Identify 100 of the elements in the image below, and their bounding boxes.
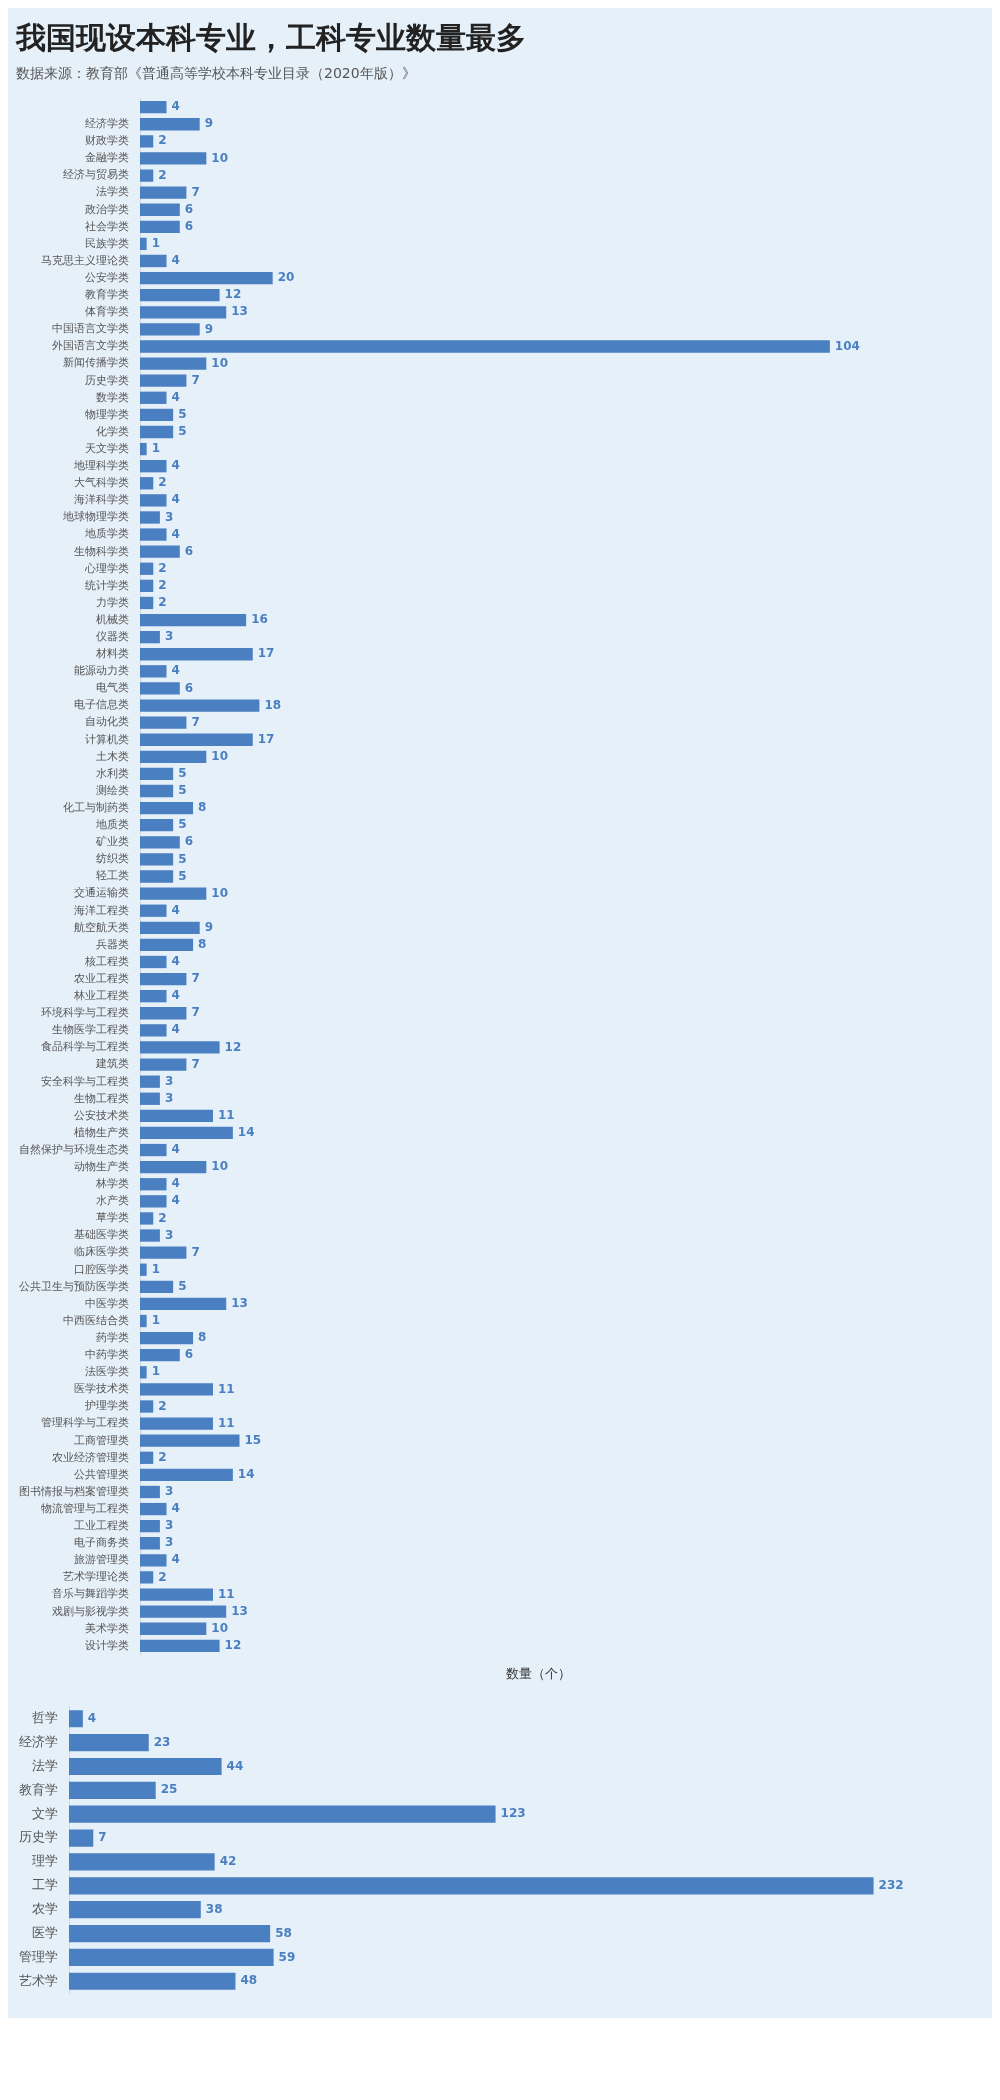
data-label: 1 (151, 441, 160, 456)
y-tick-label: 管理学 (19, 1948, 58, 1964)
data-label: 11 (217, 1107, 235, 1122)
data-label: 17 (257, 646, 275, 661)
bar (140, 511, 160, 524)
data-label: 7 (191, 372, 200, 387)
bar (140, 1434, 240, 1447)
y-tick-label: 经济学 (19, 1733, 58, 1749)
data-label: 6 (184, 834, 194, 849)
y-tick-label: 植物生产类 (74, 1125, 129, 1139)
bar (140, 1571, 154, 1584)
bar (140, 801, 194, 815)
x-axis-title: 数量（个） (505, 1665, 571, 1681)
bar (69, 1901, 201, 1919)
data-label: 4 (171, 458, 180, 473)
y-tick-label: 统计学类 (85, 578, 129, 592)
data-label: 10 (211, 885, 229, 900)
y-tick-label: 核工程类 (84, 954, 129, 968)
data-label: 23 (153, 1734, 171, 1749)
y-tick-label: 艺术学 (19, 1972, 58, 1988)
data-label: 4 (171, 1501, 180, 1516)
bar (140, 1383, 213, 1396)
bar (69, 1948, 274, 1966)
bar (140, 169, 154, 182)
bar (140, 1622, 207, 1635)
data-label: 4 (171, 954, 180, 969)
bar (140, 1349, 180, 1362)
bar (140, 528, 167, 541)
bar (140, 1502, 167, 1516)
bar (69, 1877, 874, 1895)
bar (140, 870, 174, 883)
data-label: 58 (275, 1925, 292, 1940)
bar (140, 1468, 233, 1482)
y-tick-label: 农学 (32, 1901, 58, 1917)
data-label: 4 (171, 253, 180, 268)
y-tick-label: 计算机类 (85, 732, 129, 746)
data-label: 4 (171, 1193, 180, 1208)
bar (140, 1537, 160, 1550)
bar (140, 374, 187, 387)
data-label: 12 (224, 1039, 242, 1054)
y-tick-label: 工商管理类 (74, 1433, 129, 1447)
bar (140, 460, 167, 473)
data-label: 3 (164, 1090, 174, 1105)
data-label: 6 (184, 543, 194, 558)
y-tick-label: 文学 (32, 1805, 58, 1821)
y-tick-label: 教育学类 (85, 288, 129, 302)
bar (140, 357, 207, 370)
y-tick-label: 数学类 (96, 390, 129, 404)
bar (140, 1331, 194, 1345)
data-label: 7 (191, 1005, 200, 1020)
bar (140, 1024, 167, 1037)
y-tick-label: 机械类 (96, 612, 129, 626)
bar (140, 1263, 147, 1276)
y-tick-label: 中医学类 (85, 1296, 129, 1310)
y-tick-label: 心理学类 (84, 561, 129, 575)
y-tick-label: 经济学类 (85, 117, 129, 131)
y-tick-label: 能源动力类 (74, 664, 129, 678)
y-tick-label: 物理学类 (85, 407, 129, 421)
y-tick-label: 药学类 (96, 1330, 129, 1344)
data-label: 6 (184, 218, 194, 233)
data-label: 12 (224, 1637, 242, 1652)
data-label: 12 (224, 287, 242, 302)
bar (140, 1417, 213, 1430)
y-tick-label: 新闻传播学类 (63, 356, 129, 370)
data-label: 10 (211, 748, 229, 763)
data-label: 7 (191, 714, 200, 729)
data-label: 4 (171, 526, 180, 541)
bar (140, 716, 187, 729)
bar (140, 562, 154, 575)
data-label: 3 (164, 1535, 174, 1550)
bar (140, 254, 167, 268)
y-tick-label: 外国语言文学类 (52, 339, 129, 353)
bar (140, 340, 830, 353)
bar (140, 784, 174, 798)
bar (140, 391, 167, 404)
chart-title: 我国现设本科专业，工科专业数量最多 (16, 19, 527, 57)
data-label: 8 (198, 1330, 207, 1345)
data-label: 5 (178, 868, 187, 883)
y-tick-label: 中药学类 (85, 1348, 129, 1362)
data-label: 2 (158, 1210, 167, 1225)
bar (140, 1109, 213, 1123)
bar (140, 613, 247, 627)
data-label: 2 (158, 475, 167, 490)
data-label: 5 (178, 851, 187, 866)
data-label: 10 (211, 1159, 229, 1174)
bar (140, 648, 253, 661)
bar (140, 1588, 213, 1601)
bar (140, 699, 260, 712)
data-label: 10 (211, 1620, 229, 1635)
y-tick-label: 公共管理类 (74, 1467, 129, 1481)
y-tick-label: 经济与贸易类 (63, 168, 129, 182)
bar (140, 1639, 220, 1653)
bar (140, 665, 167, 678)
bar (69, 1805, 496, 1823)
y-tick-label: 工业工程类 (74, 1519, 129, 1533)
data-label: 9 (204, 116, 214, 131)
data-label: 4 (171, 1142, 180, 1157)
y-tick-label: 环境科学与工程类 (41, 1006, 129, 1020)
bar (140, 1092, 160, 1105)
data-label: 4 (171, 1022, 180, 1037)
